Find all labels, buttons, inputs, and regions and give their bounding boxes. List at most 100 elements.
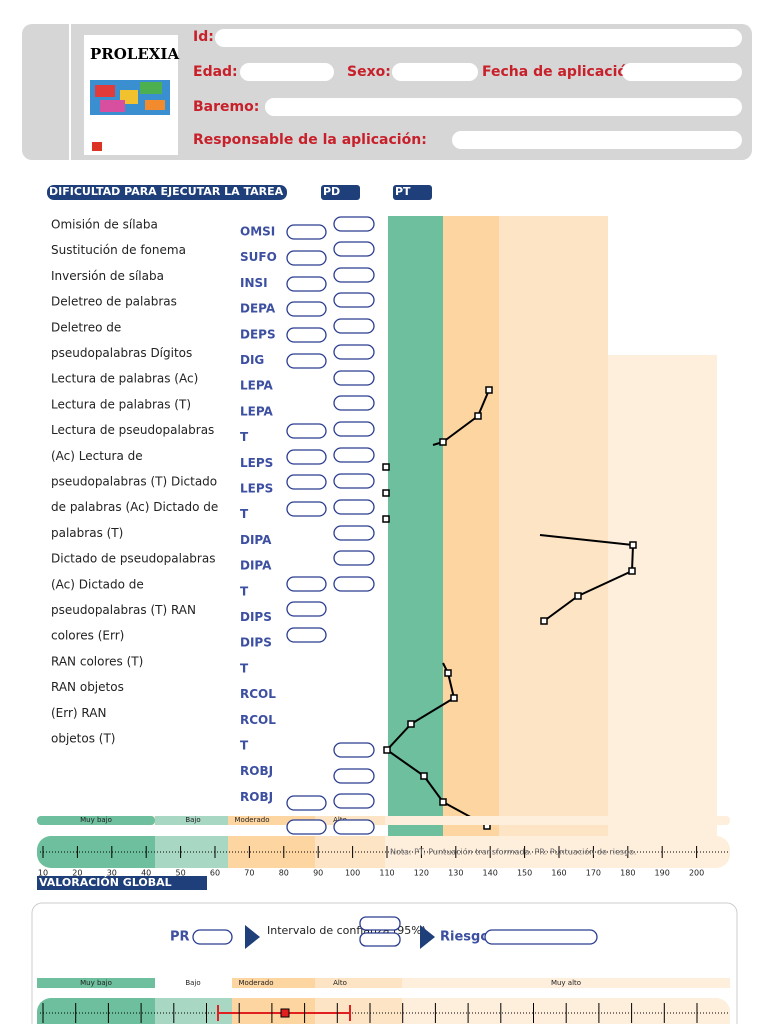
pt-input[interactable]	[333, 241, 375, 257]
profile-point	[540, 617, 548, 625]
interval-label: Intervalo de confianza (95%)	[267, 924, 426, 937]
pd-input[interactable]	[286, 819, 327, 835]
input[interactable]	[392, 63, 478, 81]
profile-point	[407, 720, 415, 728]
item-code: ROBJ	[240, 764, 273, 778]
level-label: Muy alto	[551, 979, 581, 987]
scale-tick-label: 50	[176, 869, 186, 878]
pd-input[interactable]	[286, 276, 327, 292]
pt-input[interactable]	[333, 525, 375, 541]
pd-input[interactable]	[286, 423, 327, 439]
item-label: Dictado de pseudopalabras	[51, 552, 215, 566]
item-code: LEPA	[240, 379, 274, 393]
pt-input[interactable]	[333, 819, 375, 835]
field-label: Edad:	[193, 64, 238, 80]
global-title: VALORACIÓN GLOBAL	[39, 876, 172, 889]
pd-label: PD	[323, 185, 340, 198]
pt-input[interactable]	[333, 473, 375, 489]
pt-input[interactable]	[333, 318, 375, 334]
item-code: DEPA	[240, 302, 276, 316]
pt-input[interactable]	[333, 768, 375, 784]
cover: PROLEXIA	[84, 35, 179, 155]
item-label: Lectura de pseudopalabras	[51, 423, 214, 437]
pd-input[interactable]	[286, 601, 327, 617]
scale-tick-label: 100	[345, 869, 360, 878]
item-label: (Ac) Lectura de	[51, 449, 143, 463]
input[interactable]	[265, 98, 742, 116]
pd-input[interactable]	[286, 501, 327, 517]
pt-input[interactable]	[333, 344, 375, 360]
pt-input[interactable]	[333, 292, 375, 308]
section-bar	[47, 185, 287, 200]
pt-input[interactable]	[333, 447, 375, 463]
global-scale: Muy bajo Bajo Moderado Alto Muy alto	[37, 978, 730, 1024]
item-code: T	[240, 430, 249, 444]
item-code: OMSI	[240, 225, 275, 239]
scale-tick-label: 180	[620, 869, 635, 878]
profile-point	[628, 567, 636, 575]
pd-input[interactable]	[286, 301, 327, 317]
arrow	[245, 925, 260, 949]
item-code: ROBJ	[240, 790, 273, 804]
profile-point	[383, 746, 391, 754]
pt-header	[393, 185, 432, 200]
item-code: LEPS	[240, 482, 273, 496]
scale-tick-label: 160	[551, 869, 566, 878]
pd-input[interactable]	[286, 250, 327, 266]
input[interactable]	[484, 929, 598, 945]
pt-input[interactable]	[333, 216, 375, 232]
input[interactable]	[192, 929, 233, 945]
profile-point	[439, 798, 447, 806]
pt-input[interactable]	[333, 499, 375, 515]
item-label: palabras (T)	[51, 526, 123, 540]
global-bar	[37, 876, 207, 890]
item-code: T	[240, 507, 249, 521]
item-label: Lectura de palabras (T)	[51, 397, 191, 411]
input[interactable]	[359, 932, 401, 947]
pr-label: PR	[170, 930, 190, 945]
profile-scale: 10 20 30 40 50 60 70 80 90 100 110 120 130 140 150 160 1…	[37, 816, 730, 878]
pt-input[interactable]	[333, 267, 375, 283]
profile-point	[382, 463, 390, 471]
scale-tick-label: 200	[689, 869, 704, 878]
level-label: Moderado	[235, 816, 270, 824]
pt-input[interactable]	[333, 421, 375, 437]
level-label: Bajo	[185, 979, 200, 987]
pd-header	[321, 185, 360, 200]
item-label: Omisión de sílaba	[51, 218, 158, 232]
scale-tick-label: 130	[448, 869, 463, 878]
input[interactable]	[359, 916, 401, 931]
pd-input[interactable]	[286, 327, 327, 343]
pd-input[interactable]	[286, 474, 327, 490]
field-label: Fecha de aplicación:	[482, 64, 643, 80]
pd-input[interactable]	[286, 795, 327, 811]
pd-input[interactable]	[286, 576, 327, 592]
pt-input[interactable]	[333, 793, 375, 809]
input[interactable]	[240, 63, 334, 81]
pd-input[interactable]	[286, 449, 327, 465]
pt-input[interactable]	[333, 395, 375, 411]
pt-input[interactable]	[333, 742, 375, 758]
item-code: LEPA	[240, 404, 274, 418]
input[interactable]	[622, 63, 742, 81]
field-label: Responsable de la aplicación:	[193, 132, 427, 148]
profile-line	[382, 386, 637, 830]
scale-tick-label: 170	[586, 869, 601, 878]
pd-input[interactable]	[286, 224, 327, 240]
pt-input[interactable]	[333, 576, 375, 592]
pd-input[interactable]	[286, 627, 327, 643]
level-label: Muy bajo	[80, 816, 112, 824]
input[interactable]	[215, 29, 742, 47]
scale-tick-label: 80	[279, 869, 289, 878]
item-label: pseudopalabras (T) Dictado	[51, 475, 217, 489]
pd-input[interactable]	[286, 353, 327, 369]
pt-input[interactable]	[333, 370, 375, 386]
item-label: (Ac) Dictado de	[51, 577, 144, 591]
pt-input[interactable]	[333, 550, 375, 566]
profile-point	[629, 541, 637, 549]
level-label: Alto	[333, 979, 347, 987]
item-code: T	[240, 739, 249, 753]
input[interactable]	[452, 131, 742, 149]
scale-tick-label: 30	[107, 869, 117, 878]
